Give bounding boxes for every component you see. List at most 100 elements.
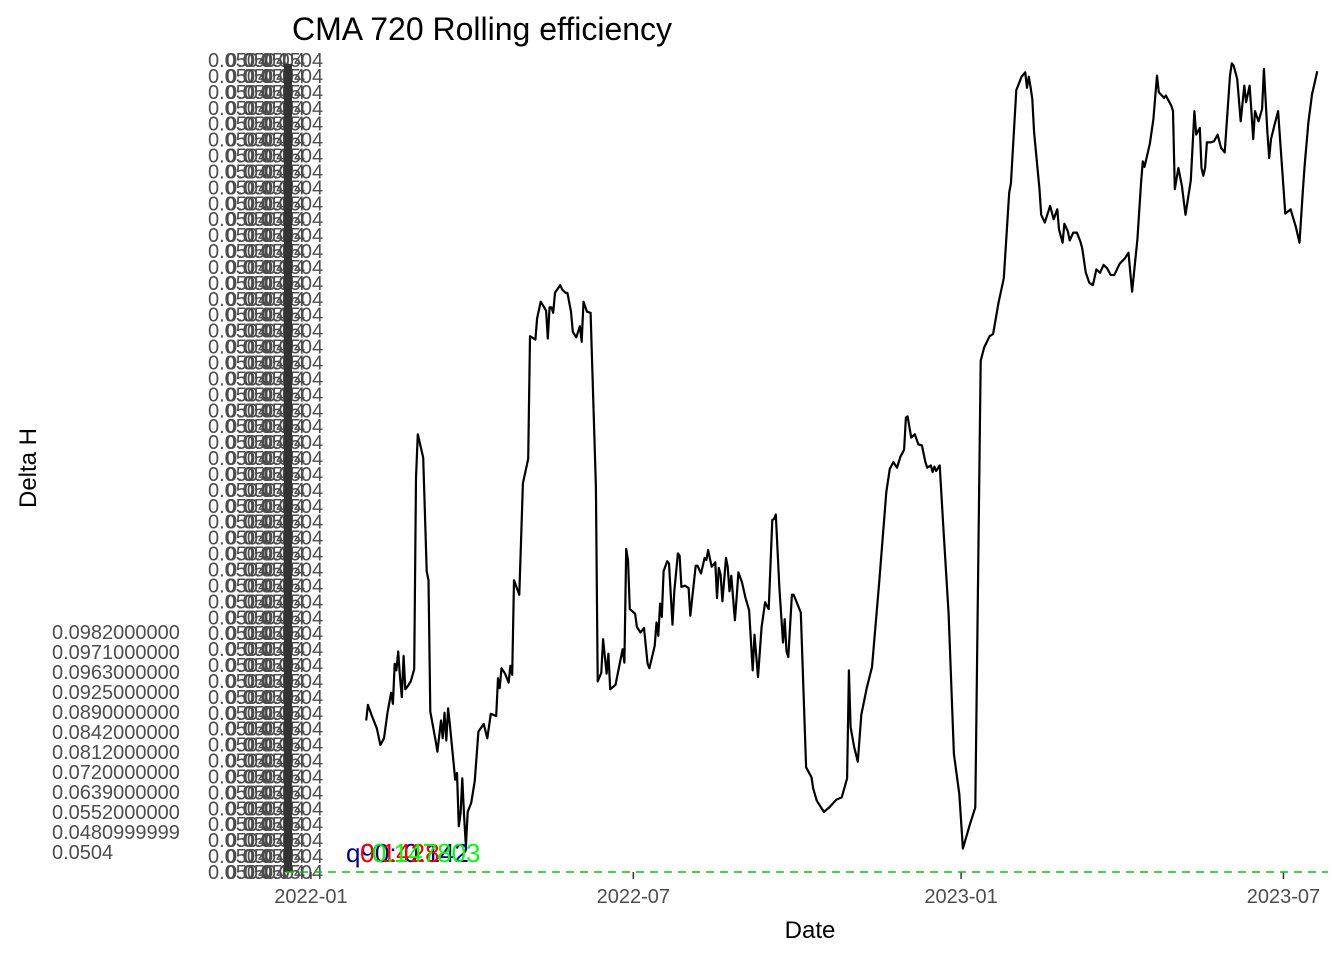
y-tick-label-clutter-item: 0.0504 <box>262 321 323 343</box>
y-tick-label-clutter-item: 0.0504 <box>226 257 287 279</box>
y-tick-label-clutter-item: 0.0504 <box>208 432 269 454</box>
y-tick-label-clutter-item: 0.0504 <box>262 607 323 629</box>
y-tick-label-clutter-item: 0.0504 <box>226 544 287 566</box>
y-tick-label: 0.0480999999 <box>52 822 180 844</box>
y-tick-label-clutter-item: 0.0504 <box>226 400 287 422</box>
y-tick-label-clutter: 0.05040.05040.05040.05040.05040.05040.05… <box>52 50 323 884</box>
y-tick-label-clutter-item: 0.0504 <box>226 98 287 120</box>
y-tick-label-clutter-item: 0.0504 <box>262 50 323 72</box>
y-tick-label-clutter-item: 0.0504 <box>262 130 323 152</box>
y-tick-label-clutter-item: 0.0504 <box>226 830 287 852</box>
y-tick-label-clutter-item: 0.0504 <box>262 464 323 486</box>
y-tick-label-clutter-item: 0.0504 <box>226 209 287 231</box>
y-tick-label-clutter-item: 0.0504 <box>262 368 323 390</box>
y-tick-label-clutter-item: 0.0504 <box>262 671 323 693</box>
y-tick-label-clutter-item: 0.0504 <box>208 480 269 502</box>
y-tick-label-clutter-item: 0.0504 <box>262 193 323 215</box>
y-tick-label-clutter-item: 0.0504 <box>208 607 269 629</box>
y-tick-label-clutter-item: 0.0504 <box>208 337 269 359</box>
y-tick-label-clutter-item: 0.0504 <box>262 225 323 247</box>
y-tick-label-clutter-item: 0.0504 <box>262 209 323 231</box>
y-tick-label-clutter-item: 0.0504 <box>208 161 269 183</box>
y-tick-label-clutter-item: 0.0504 <box>262 575 323 597</box>
y-tick-label-clutter-item: 0.0504 <box>262 862 323 884</box>
y-tick-label-clutter-item: 0.0504 <box>226 782 287 804</box>
y-tick-label-clutter-item: 0.0504 <box>226 225 287 247</box>
y-tick-label-clutter-item: 0.0504 <box>226 719 287 741</box>
y-tick-label: 0.0971000000 <box>52 642 180 664</box>
y-tick-label-clutter-item: 0.0504 <box>226 448 287 470</box>
y-tick-label-clutter-item: 0.0504 <box>226 66 287 88</box>
y-tick-label-clutter-item: 0.0504 <box>262 448 323 470</box>
y-tick-label-clutter-item: 0.0504 <box>226 50 287 72</box>
y-tick-label-clutter-item: 0.0504 <box>226 337 287 359</box>
x-axis: 2022-01 2022-07 2023-01 2023-07 <box>274 872 1320 908</box>
y-tick-label-clutter-item: 0.0504 <box>208 353 269 375</box>
y-tick-label-clutter-item: 0.0504 <box>262 544 323 566</box>
y-tick-label-clutter-item: 0.0504 <box>208 241 269 263</box>
y-tick-label-clutter-item: 0.0504 <box>226 575 287 597</box>
y-tick-label-clutter-item: 0.0504 <box>226 862 287 884</box>
y-tick-label-clutter-item: 0.0504 <box>208 193 269 215</box>
y-tick-label-clutter-item: 0.0504 <box>262 273 323 295</box>
y-tick-label-clutter-item: 0.0504 <box>208 671 269 693</box>
y-tick-label-clutter-item: 0.0504 <box>226 305 287 327</box>
y-tick-label-clutter-item: 0.0504 <box>208 846 269 868</box>
y-tick-label-clutter-item: 0.0504 <box>208 639 269 661</box>
y-tick-label: 0.0639000000 <box>52 782 180 804</box>
y-tick-label-clutter-item: 0.0504 <box>226 273 287 295</box>
y-tick-label-clutter-item: 0.0504 <box>208 50 269 72</box>
y-tick-label-clutter-item: 0.0504 <box>226 161 287 183</box>
y-tick-label-clutter-item: 0.0504 <box>262 337 323 359</box>
y-tick-label-clutter-item: 0.0504 <box>262 719 323 741</box>
x-tick-label: 2022-07 <box>597 886 670 908</box>
y-tick-label-clutter-item: 0.0504 <box>262 846 323 868</box>
y-tick-label-clutter-item: 0.0504 <box>208 209 269 231</box>
y-tick-label-clutter-item: 0.0504 <box>262 177 323 199</box>
y-tick-label-clutter-item: 0.0504 <box>226 114 287 136</box>
y-tick-label-clutter-item: 0.0504 <box>208 544 269 566</box>
y-axis-title: Delta H <box>15 428 42 508</box>
y-tick-label-clutter-item: 0.0504 <box>262 830 323 852</box>
y-tick-label: 0.0925000000 <box>52 682 180 704</box>
x-tick-label: 2022-01 <box>274 886 347 908</box>
y-tick-label-clutter-item: 0.0504 <box>226 241 287 263</box>
y-tick-label-clutter-item: 0.0504 <box>208 257 269 279</box>
y-tick-label-clutter-item: 0.0504 <box>226 671 287 693</box>
y-tick-label-clutter-item: 0.0504 <box>208 273 269 295</box>
y-tick-label-clutter-item: 0.0504 <box>226 384 287 406</box>
y-tick-label-clutter-item: 0.0504 <box>208 305 269 327</box>
y-tick-label-clutter-item: 0.0504 <box>208 814 269 836</box>
y-tick-label-clutter-item: 0.0504 <box>208 719 269 741</box>
y-tick-label-clutter-item: 0.0504 <box>262 480 323 502</box>
y-tick-label-clutter-item: 0.0504 <box>262 384 323 406</box>
y-tick-label-clutter-item: 0.0504 <box>226 353 287 375</box>
y-tick-label-clutter-item: 0.0504 <box>262 623 323 645</box>
y-tick-label-clutter-item: 0.0504 <box>226 607 287 629</box>
y-tick-label-clutter-item: 0.0504 <box>208 464 269 486</box>
y-tick-label-clutter-item: 0.0504 <box>262 146 323 168</box>
y-tick-label-clutter-item: 0.0504 <box>226 82 287 104</box>
y-tick-label: 0.0504 <box>52 842 113 864</box>
y-tick-label-clutter-item: 0.0504 <box>226 193 287 215</box>
y-tick-label-clutter-item: 0.0504 <box>208 512 269 534</box>
y-tick-label-clutter-item: 0.0504 <box>262 639 323 661</box>
y-tick-label: 0.0812000000 <box>52 742 180 764</box>
quantile-annotation: 0.1428 <box>360 838 440 868</box>
y-tick-label-clutter-item: 0.0504 <box>208 146 269 168</box>
y-tick-label-clutter-item: 0.0504 <box>262 687 323 709</box>
y-axis-ticks <box>284 64 292 872</box>
y-tick-label-clutter-item: 0.0504 <box>208 575 269 597</box>
y-tick-label-clutter-item: 0.0504 <box>226 798 287 820</box>
y-tick-label-clutter-item: 0.0504 <box>226 591 287 613</box>
y-tick-label-clutter-item: 0.0504 <box>262 305 323 327</box>
y-tick-label: 0.0720000000 <box>52 762 180 784</box>
y-tick-label-clutter-item: 0.0504 <box>208 782 269 804</box>
y-tick-label-clutter-item: 0.0504 <box>208 798 269 820</box>
y-tick-label-clutter-item: 0.0504 <box>262 353 323 375</box>
y-tick-label-clutter-item: 0.0504 <box>208 687 269 709</box>
y-tick-label-clutter-item: 0.0504 <box>208 655 269 677</box>
y-tick-label-clutter-item: 0.0504 <box>208 862 269 884</box>
